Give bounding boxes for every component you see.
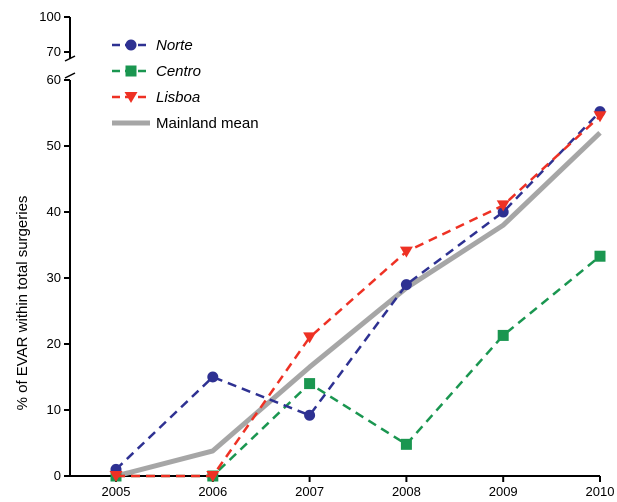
data-point-norte <box>497 206 509 218</box>
series-centro <box>110 250 606 482</box>
y-tick-label: 70 <box>47 44 61 59</box>
series-line-centro <box>116 255 601 478</box>
data-point-centro <box>400 438 412 450</box>
legend-item-mainland-mean: Mainland mean <box>112 115 259 132</box>
y-tick-label: 40 <box>47 204 61 219</box>
x-tick-label: 2009 <box>489 484 518 497</box>
y-axis-label: % of EVAR within total surgeries <box>14 196 31 411</box>
y-tick-label: 0 <box>54 468 61 483</box>
data-point-lisboa <box>496 200 510 212</box>
x-tick-label: 2006 <box>198 484 227 497</box>
x-tick-label: 2005 <box>102 484 131 497</box>
y-tick-label: 60 <box>47 72 61 87</box>
data-point-lisboa <box>399 246 413 258</box>
legend-label-norte: Norte <box>156 37 193 54</box>
y-tick-label: 20 <box>47 336 61 351</box>
y-axis-break-mark <box>64 72 76 79</box>
legend-item-norte: Norte <box>112 37 193 54</box>
series-norte <box>110 106 606 475</box>
data-point-norte <box>304 409 316 421</box>
data-point-lisboa <box>206 471 220 482</box>
data-point-norte <box>207 371 219 383</box>
y-tick-label: 50 <box>47 138 61 153</box>
legend-label-lisboa: Lisboa <box>156 89 200 106</box>
legend-marker-lisboa <box>124 92 138 103</box>
y-tick-label: 100 <box>39 9 61 24</box>
y-tick-label: 30 <box>47 270 61 285</box>
legend-marker-centro <box>125 65 137 77</box>
axes: 0 10 20 30 40 50 60 70 100 2005 2006 2007 2008 2009 20… <box>14 9 615 499</box>
data-point-lisboa <box>593 111 607 123</box>
legend: Norte Centro Lisboa Mainland mean <box>112 37 259 132</box>
x-tick-label: 2007 <box>295 484 324 497</box>
data-point-norte <box>400 279 412 291</box>
series-lisboa <box>109 111 607 482</box>
data-point-centro <box>594 250 606 262</box>
data-point-lisboa <box>109 471 123 482</box>
legend-item-centro: Centro <box>112 63 201 80</box>
data-point-centro <box>304 378 316 390</box>
x-tick-label: 2008 <box>392 484 421 497</box>
series-line-norte <box>115 110 601 471</box>
series-group <box>109 106 607 482</box>
data-point-lisboa <box>303 332 317 344</box>
legend-label-centro: Centro <box>156 63 201 80</box>
series-line-mainland-mean <box>115 130 602 479</box>
legend-marker-norte <box>125 39 137 51</box>
data-point-centro <box>497 329 509 341</box>
y-tick-label: 10 <box>47 402 61 417</box>
y-axis-break-mark <box>64 55 76 62</box>
series-mainland-mean <box>115 130 602 479</box>
x-tick-label: 2010 <box>586 484 615 497</box>
legend-item-lisboa: Lisboa <box>112 89 200 106</box>
series-line-lisboa <box>116 115 601 478</box>
legend-label-mainland-mean: Mainland mean <box>156 115 259 132</box>
